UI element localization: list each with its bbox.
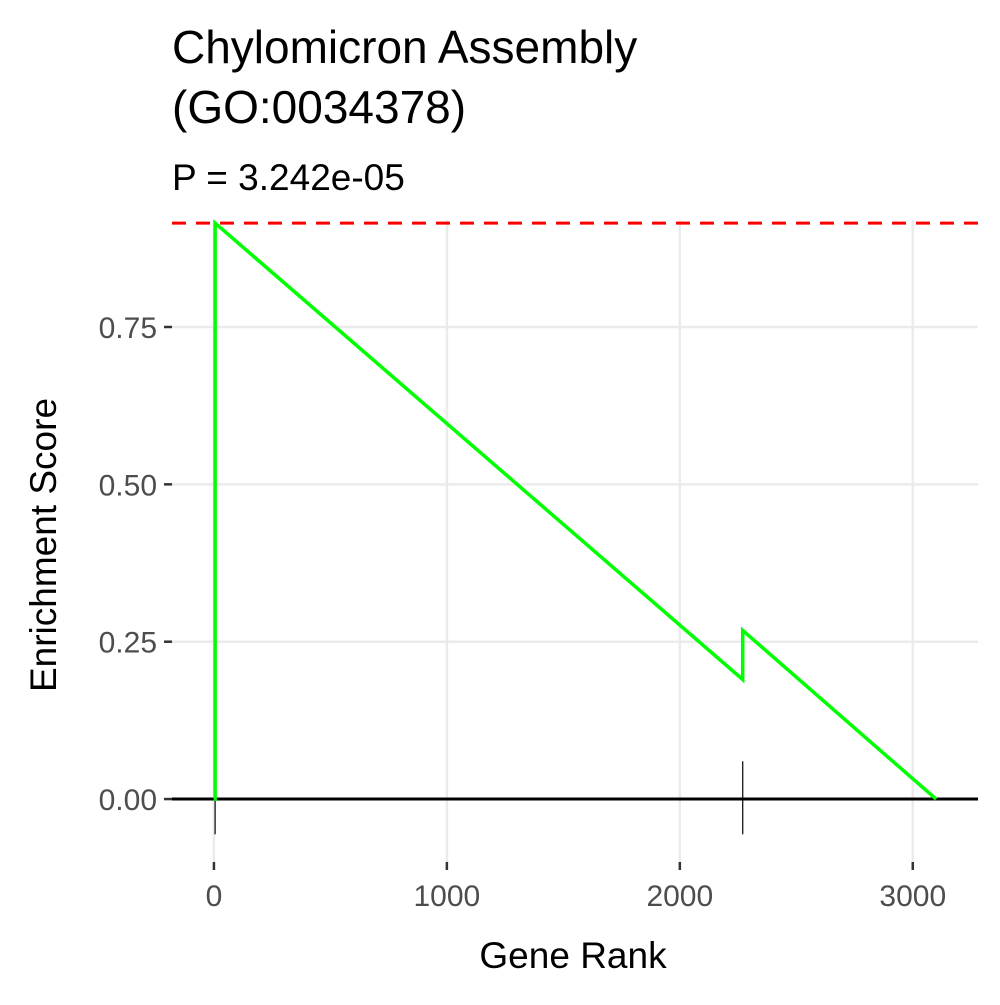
x-tick-label-3000: 3000: [879, 880, 946, 913]
enrichment-score-line-1: [213, 219, 938, 801]
y-tick-label-0.50: 0.50: [99, 469, 157, 502]
chart-title-line-1: Chylomicron Assembly: [172, 21, 637, 73]
y-tick-label-0.75: 0.75: [99, 312, 157, 345]
axis-layer: 0 1000 2000 3000 0.00 0.25 0.50 0.75: [99, 312, 947, 913]
chart-subtitle: P = 3.242e-05: [172, 157, 405, 198]
y-axis-title: Enrichment Score: [23, 398, 64, 692]
x-tick-label-1000: 1000: [414, 880, 481, 913]
mark-layer: [172, 219, 978, 835]
y-tick-label-0.00: 0.00: [99, 784, 157, 817]
x-axis-title: Gene Rank: [479, 935, 667, 976]
grid-layer: [172, 220, 978, 862]
x-tick-label-0: 0: [206, 880, 223, 913]
y-tick-label-0.25: 0.25: [99, 627, 157, 660]
x-tick-label-2000: 2000: [646, 880, 713, 913]
chart-title-line-2: (GO:0034378): [172, 81, 466, 133]
